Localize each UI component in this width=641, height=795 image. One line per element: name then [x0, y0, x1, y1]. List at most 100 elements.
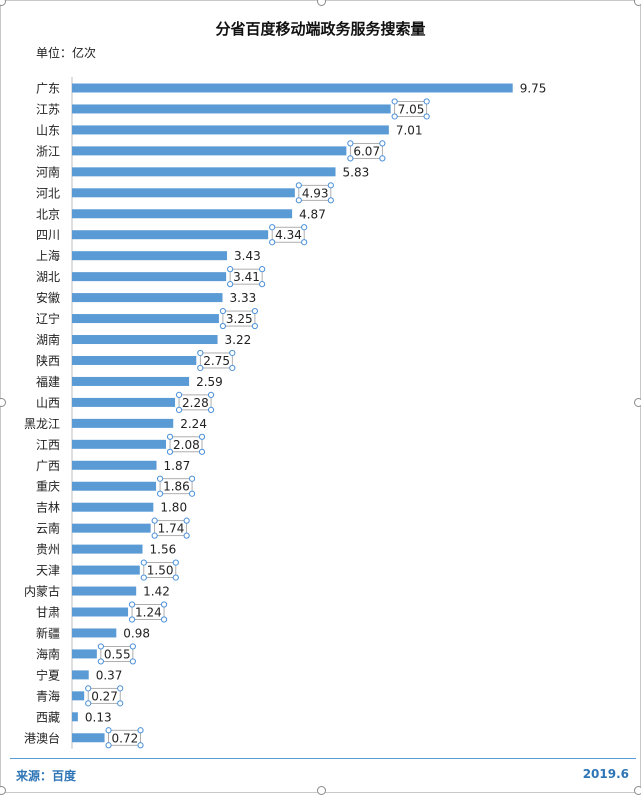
bar[interactable] — [72, 565, 140, 575]
selection-handle[interactable] — [229, 349, 236, 357]
bar[interactable] — [72, 502, 154, 512]
selection-handle[interactable] — [207, 391, 215, 398]
selection-handle[interactable] — [227, 266, 234, 273]
selection-handle[interactable] — [347, 140, 354, 147]
bar[interactable] — [72, 649, 97, 659]
bar[interactable] — [72, 670, 89, 680]
selection-handle[interactable] — [175, 391, 183, 398]
selection-handle[interactable] — [105, 742, 112, 749]
selection-handle[interactable] — [172, 574, 179, 581]
bar[interactable] — [72, 733, 105, 743]
bar[interactable] — [72, 314, 219, 324]
selection-handle[interactable] — [251, 322, 258, 330]
bar[interactable] — [72, 607, 129, 617]
bar[interactable] — [72, 188, 295, 198]
selection-handle[interactable] — [327, 197, 334, 204]
selection-handle[interactable] — [219, 307, 226, 315]
selection-handle[interactable] — [172, 559, 179, 566]
bar[interactable] — [72, 293, 223, 303]
data-label-selection-box[interactable] — [394, 101, 428, 117]
selection-handle[interactable] — [379, 155, 386, 162]
bar[interactable] — [72, 251, 228, 261]
selection-handle[interactable] — [269, 239, 276, 246]
selection-handle[interactable] — [129, 643, 136, 650]
data-label-selection-box[interactable] — [143, 562, 177, 578]
bar[interactable] — [72, 481, 157, 491]
selection-handle[interactable] — [227, 281, 234, 288]
data-label-selection-box[interactable] — [154, 520, 188, 537]
selection-handle[interactable] — [197, 364, 204, 372]
data-label-selection-box[interactable] — [131, 604, 165, 620]
selection-handle[interactable] — [166, 448, 174, 455]
selection-handle[interactable] — [295, 182, 302, 189]
selection-handle[interactable] — [137, 742, 144, 749]
bar[interactable] — [72, 439, 167, 449]
resize-handle-top-right[interactable] — [634, 0, 641, 6]
bar[interactable] — [72, 230, 269, 240]
selection-handle[interactable] — [198, 433, 206, 440]
selection-handle[interactable] — [85, 700, 92, 707]
selection-handle[interactable] — [423, 98, 430, 105]
selection-handle[interactable] — [391, 98, 398, 105]
bar[interactable] — [72, 335, 218, 345]
data-label-selection-box[interactable] — [271, 226, 305, 243]
bar[interactable] — [72, 167, 336, 177]
selection-handle[interactable] — [188, 475, 196, 482]
data-label-selection-box[interactable] — [159, 478, 193, 495]
bar[interactable] — [72, 712, 78, 722]
selection-handle[interactable] — [229, 364, 236, 372]
selection-handle[interactable] — [183, 517, 190, 524]
selection-handle[interactable] — [301, 224, 308, 231]
data-label-selection-box[interactable] — [108, 729, 141, 746]
selection-handle[interactable] — [117, 700, 124, 707]
selection-handle[interactable] — [85, 685, 92, 692]
data-label-selection-box[interactable] — [169, 436, 203, 453]
selection-handle[interactable] — [251, 307, 258, 315]
selection-handle[interactable] — [188, 490, 196, 497]
data-label-selection-box[interactable] — [199, 352, 233, 369]
data-label-selection-box[interactable] — [222, 310, 256, 327]
selection-handle[interactable] — [151, 517, 158, 524]
selection-handle[interactable] — [175, 406, 183, 413]
selection-handle[interactable] — [269, 224, 276, 231]
data-label-selection-box[interactable] — [100, 646, 134, 662]
selection-handle[interactable] — [140, 574, 147, 581]
bar[interactable] — [72, 628, 117, 638]
selection-handle[interactable] — [156, 475, 164, 482]
selection-handle[interactable] — [347, 155, 354, 162]
selection-handle[interactable] — [97, 643, 104, 650]
selection-handle[interactable] — [97, 658, 104, 665]
selection-handle[interactable] — [423, 113, 430, 120]
data-label-selection-box[interactable] — [229, 268, 263, 285]
bar[interactable] — [72, 83, 513, 93]
bar[interactable] — [72, 397, 176, 407]
selection-handle[interactable] — [379, 140, 386, 147]
selection-handle[interactable] — [137, 727, 144, 734]
selection-handle[interactable] — [197, 349, 204, 357]
selection-handle[interactable] — [128, 601, 136, 608]
selection-handle[interactable] — [259, 281, 266, 288]
selection-handle[interactable] — [105, 727, 112, 734]
selection-handle[interactable] — [198, 448, 206, 455]
data-label-selection-box[interactable] — [87, 687, 121, 704]
bar[interactable] — [72, 523, 151, 533]
selection-handle[interactable] — [295, 197, 302, 204]
selection-handle[interactable] — [128, 616, 136, 623]
bar[interactable] — [72, 544, 143, 554]
data-label-selection-box[interactable] — [349, 142, 383, 159]
bar[interactable] — [72, 460, 157, 470]
selection-handle[interactable] — [117, 685, 124, 692]
resize-handle-top-left[interactable] — [0, 0, 6, 6]
bar[interactable] — [72, 209, 293, 219]
bar[interactable] — [72, 355, 197, 365]
selection-handle[interactable] — [140, 559, 147, 566]
bar[interactable] — [72, 104, 391, 114]
selection-handle[interactable] — [160, 601, 168, 608]
resize-handle-middle-left[interactable] — [0, 398, 6, 407]
selection-handle[interactable] — [156, 490, 164, 497]
selection-handle[interactable] — [166, 433, 174, 440]
bar[interactable] — [72, 691, 85, 701]
bar[interactable] — [72, 418, 174, 428]
bar[interactable] — [72, 272, 227, 282]
data-label-selection-box[interactable] — [298, 184, 332, 201]
